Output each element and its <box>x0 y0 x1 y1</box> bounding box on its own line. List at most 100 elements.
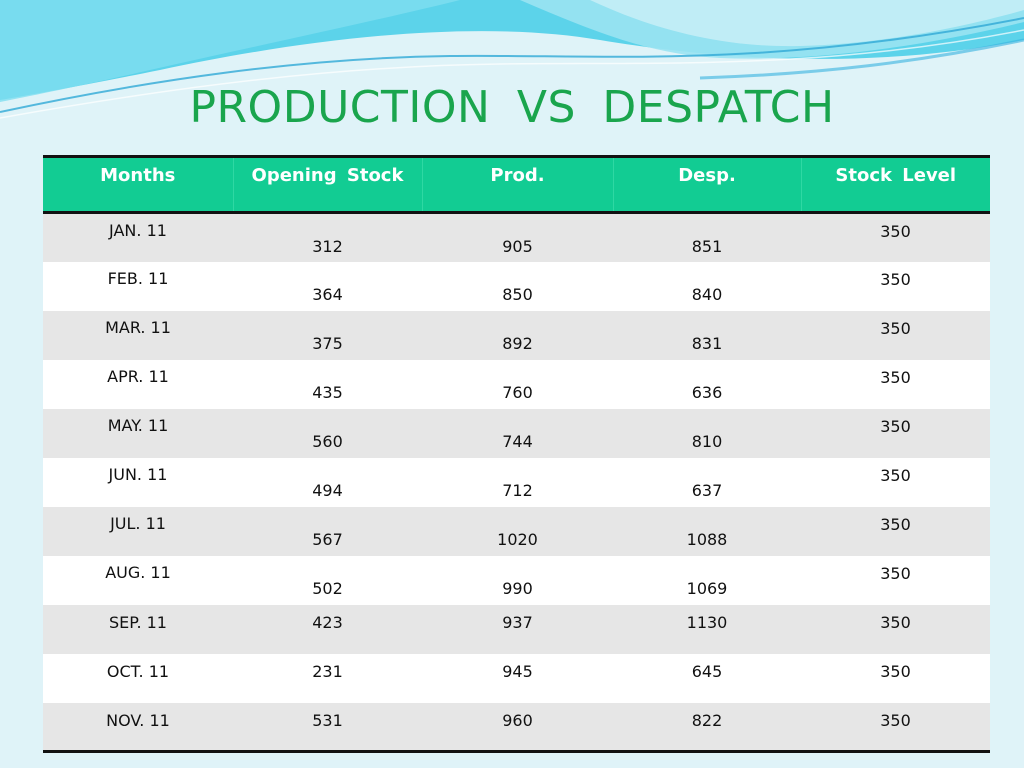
opening-stock-value: 567 <box>312 529 343 549</box>
month-value: FEB. 11 <box>107 268 169 288</box>
opening-stock-value: 502 <box>312 578 343 598</box>
table-row: MAR. 11 375 892 831 350 <box>43 310 990 360</box>
month-value: APR. 11 <box>107 366 169 386</box>
opening-stock-value: 231 <box>312 661 343 681</box>
production-despatch-table-container: Months Opening Stock Prod. Desp. Stock L… <box>43 155 990 753</box>
desp-value: 822 <box>691 710 723 730</box>
prod-value: 712 <box>502 480 533 500</box>
stock-level-value: 350 <box>880 710 911 730</box>
desp-cell: 1130 <box>613 605 801 654</box>
prod-value: 960 <box>502 710 533 730</box>
prod-cell: 1020 <box>422 507 613 556</box>
stock-level-value: 350 <box>880 465 911 485</box>
prod-cell: 892 <box>422 311 613 360</box>
month-cell: JUN. 11 <box>43 458 233 507</box>
prod-cell: 850 <box>422 262 613 311</box>
stock-level-cell: 350 <box>801 654 990 703</box>
stock-level-cell: 350 <box>801 262 990 311</box>
table-body: JAN. 11 312 905 851 350 FEB. 11 364 850 840 350 MA… <box>43 212 990 753</box>
production-despatch-table: Months Opening Stock Prod. Desp. Stock L… <box>43 155 990 753</box>
desp-cell: 822 <box>613 702 801 753</box>
desp-cell: 1088 <box>613 507 801 556</box>
stock-level-cell: 350 <box>801 360 990 409</box>
desp-value: 1069 <box>686 578 728 598</box>
month-value: SEP. 11 <box>109 612 167 632</box>
desp-cell: 1069 <box>613 556 801 605</box>
stock-level-cell: 350 <box>801 605 990 654</box>
desp-value: 851 <box>691 237 723 256</box>
opening-stock-cell: 567 <box>233 507 422 556</box>
month-cell: SEP. 11 <box>43 605 233 654</box>
prod-cell: 905 <box>422 213 613 262</box>
desp-cell: 637 <box>613 458 801 507</box>
stock-level-value: 350 <box>880 269 911 289</box>
stock-level-value: 350 <box>880 661 911 681</box>
stock-level-cell: 350 <box>801 458 990 507</box>
prod-cell: 937 <box>422 605 613 654</box>
prod-cell: 990 <box>422 556 613 605</box>
prod-cell: 712 <box>422 458 613 507</box>
prod-value: 892 <box>502 333 533 353</box>
header-months: Months <box>43 155 234 214</box>
desp-value: 810 <box>691 431 723 451</box>
background-waves <box>0 0 1024 119</box>
month-cell: AUG. 11 <box>43 556 233 605</box>
opening-stock-cell: 435 <box>233 360 422 409</box>
opening-stock-cell: 231 <box>233 654 422 703</box>
month-value: JUN. 11 <box>108 464 168 484</box>
table-row: MAY. 11 560 744 810 350 <box>43 408 990 458</box>
table-row: SEP. 11 423 937 1130 350 <box>43 604 990 654</box>
table-row: JAN. 11 312 905 851 350 <box>43 212 990 262</box>
opening-stock-value: 560 <box>312 431 343 451</box>
month-value: MAY. 11 <box>107 415 169 435</box>
prod-cell: 744 <box>422 409 613 458</box>
opening-stock-cell: 423 <box>233 605 422 654</box>
prod-cell: 960 <box>422 702 613 753</box>
month-cell: NOV. 11 <box>43 702 233 753</box>
table-row: OCT. 11 231 945 645 350 <box>43 653 990 703</box>
opening-stock-cell: 375 <box>233 311 422 360</box>
stock-level-cell: 350 <box>801 556 990 605</box>
month-value: JAN. 11 <box>109 221 167 240</box>
prod-value: 937 <box>502 612 533 632</box>
stock-level-cell: 350 <box>801 507 990 556</box>
stock-level-value: 350 <box>880 367 911 387</box>
desp-cell: 840 <box>613 262 801 311</box>
stock-level-value: 350 <box>880 563 911 583</box>
header-opening-stock: Opening Stock <box>233 155 423 214</box>
opening-stock-value: 375 <box>312 333 343 353</box>
desp-cell: 645 <box>613 654 801 703</box>
opening-stock-value: 531 <box>312 710 343 730</box>
prod-value: 905 <box>502 237 533 256</box>
opening-stock-value: 494 <box>312 480 343 500</box>
month-cell: APR. 11 <box>43 360 233 409</box>
stock-level-value: 350 <box>880 222 911 241</box>
table-header-row: Months Opening Stock Prod. Desp. Stock L… <box>43 155 990 214</box>
stock-level-value: 350 <box>880 514 911 534</box>
prod-cell: 945 <box>422 654 613 703</box>
month-value: AUG. 11 <box>105 562 171 582</box>
prod-value: 744 <box>502 431 533 451</box>
prod-value: 1020 <box>497 529 538 549</box>
month-value: JUL. 11 <box>110 513 166 533</box>
opening-stock-cell: 502 <box>233 556 422 605</box>
header-stock-level: Stock Level <box>801 155 990 214</box>
opening-stock-value: 312 <box>312 237 343 256</box>
opening-stock-cell: 531 <box>233 702 422 753</box>
opening-stock-cell: 312 <box>233 213 422 262</box>
table-row: APR. 11 435 760 636 350 <box>43 359 990 409</box>
month-cell: JUL. 11 <box>43 507 233 556</box>
prod-value: 945 <box>502 661 533 681</box>
desp-cell: 851 <box>613 213 801 262</box>
opening-stock-cell: 494 <box>233 458 422 507</box>
prod-value: 760 <box>502 382 533 402</box>
table-row: JUL. 11 567 1020 1088 350 <box>43 506 990 556</box>
month-value: NOV. 11 <box>106 710 170 730</box>
month-cell: OCT. 11 <box>43 654 233 703</box>
opening-stock-cell: 364 <box>233 262 422 311</box>
month-value: MAR. 11 <box>105 317 171 337</box>
stock-level-value: 350 <box>880 318 911 338</box>
month-cell: MAR. 11 <box>43 311 233 360</box>
table-row: NOV. 11 531 960 822 350 <box>43 702 990 753</box>
table-row: JUN. 11 494 712 637 350 <box>43 457 990 507</box>
